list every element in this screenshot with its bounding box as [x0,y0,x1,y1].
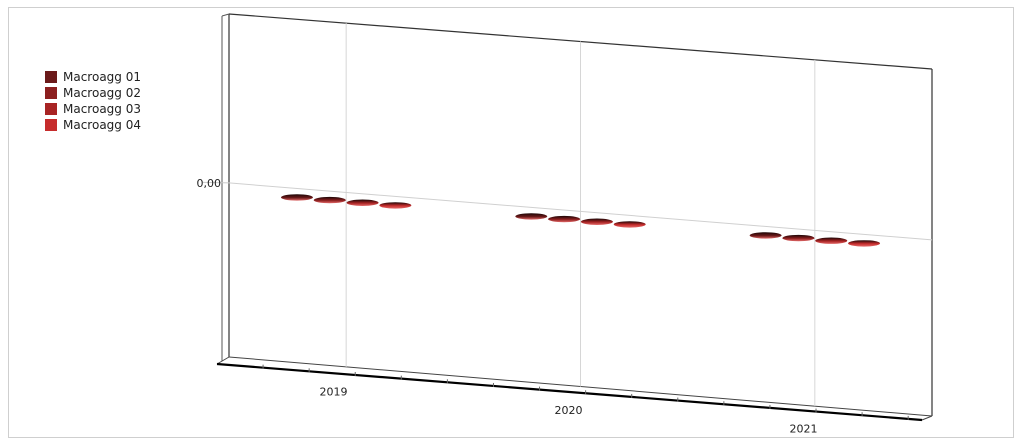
bar-2019-3 [379,202,412,209]
bar-2020-0 [515,213,548,220]
legend-label: Macroagg 03 [63,102,141,116]
bar-2020-3 [613,221,646,228]
chart-frame [8,7,1014,438]
bar-2020-1 [548,215,581,223]
floor-left-edge [216,356,230,365]
left-depth-top [221,13,230,17]
bar-2021-3 [848,240,881,247]
bar-2020-2 [580,218,613,225]
bar-2019-2 [346,199,379,206]
bar-2021-0 [749,232,782,239]
x-tick-label: 2020 [555,404,583,417]
legend-label: Macroagg 02 [63,86,141,100]
floor-right-edge [921,415,933,421]
bar-2019-0 [280,194,313,201]
x-axis-line [216,362,923,422]
x-tick-label: 2019 [320,385,348,398]
bar-2021-1 [782,234,815,242]
legend-item[interactable]: Macroagg 02 [45,85,141,101]
legend-item[interactable]: Macroagg 04 [45,117,141,133]
legend-swatch [45,103,57,115]
bar-2019-1 [313,196,346,204]
legend-swatch [45,87,57,99]
legend-item[interactable]: Macroagg 01 [45,69,141,85]
bar-2021-2 [815,237,848,244]
legend-swatch [45,119,57,131]
y-tick-label: 0,00 [197,177,222,190]
y-tick-mark [202,181,230,184]
legend-label: Macroagg 01 [63,70,141,84]
legend: Macroagg 01 Macroagg 02 Macroagg 03 Macr… [45,69,141,133]
legend-item[interactable]: Macroagg 03 [45,101,141,117]
y-gridline-zero [228,182,933,241]
legend-label: Macroagg 04 [63,118,141,132]
legend-swatch [45,71,57,83]
x-tick-label: 2021 [790,423,818,436]
